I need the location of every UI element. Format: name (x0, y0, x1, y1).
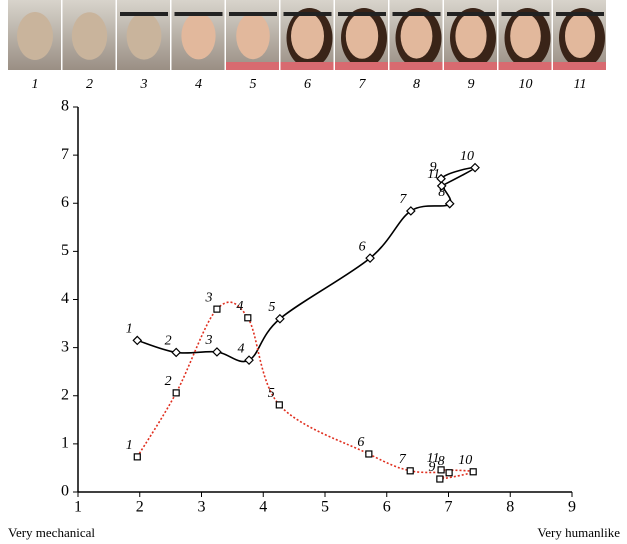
marker (133, 336, 141, 344)
series-line (137, 302, 473, 479)
point-label: 1 (126, 322, 133, 337)
photo-strip (8, 0, 606, 70)
headband (175, 12, 223, 16)
face (510, 14, 541, 58)
headband (447, 12, 495, 16)
headband (338, 12, 386, 16)
shirt (444, 62, 497, 70)
point-label: 5 (268, 386, 275, 401)
point-label: 3 (204, 333, 212, 348)
x-tick-label: 5 (321, 499, 329, 516)
point-label: 1 (126, 438, 133, 453)
marker (446, 200, 454, 208)
headband (120, 12, 168, 16)
headband (556, 12, 604, 16)
face (346, 13, 378, 59)
figure: Very mechanical Very humanlike 1 2 3 4 5 6 7 8 9… (0, 0, 627, 544)
headband (393, 12, 441, 16)
point-label: 7 (399, 192, 407, 207)
marker (173, 390, 179, 396)
face (127, 12, 162, 59)
point-label: 11 (427, 451, 440, 466)
image-label: 8 (413, 77, 420, 92)
y-tick-label: 8 (61, 98, 69, 115)
point-label: 4 (236, 299, 243, 314)
series-line (137, 167, 475, 361)
marker (214, 306, 220, 312)
headband (284, 12, 332, 16)
image-label: 9 (468, 77, 475, 92)
image-label: 7 (359, 77, 367, 92)
point-label: 5 (268, 300, 275, 315)
marker (366, 451, 372, 457)
image-label: 11 (574, 77, 587, 92)
image-label: 10 (519, 77, 533, 92)
page: Very mechanical Very humanlike 1 2 3 4 5 6 7 8 9… (0, 0, 627, 544)
marker (470, 469, 476, 475)
y-tick-label: 1 (61, 435, 69, 452)
marker (438, 467, 444, 473)
marker (134, 454, 140, 460)
shirt (226, 62, 279, 70)
y-tick-label: 2 (61, 386, 69, 403)
point-label: 7 (399, 452, 407, 467)
shirt (281, 62, 334, 70)
y-tick-label: 7 (61, 146, 69, 163)
point-label: 10 (460, 149, 474, 164)
point-label: 2 (165, 334, 172, 349)
face (565, 14, 595, 58)
face (455, 14, 486, 59)
image-label: 1 (32, 77, 39, 92)
y-tick-label: 6 (61, 194, 69, 211)
x-tick-label: 7 (445, 499, 453, 516)
face (236, 13, 270, 59)
image-label: 3 (140, 77, 148, 92)
face (401, 13, 433, 58)
marker (407, 468, 413, 474)
face (72, 12, 107, 60)
headband (502, 12, 550, 16)
x-tick-label: 3 (198, 499, 206, 516)
x-tick-label: 8 (506, 499, 514, 516)
point-label: 11 (427, 167, 440, 182)
x-label-left: Very mechanical (8, 525, 95, 540)
marker (245, 315, 251, 321)
marker (172, 348, 180, 356)
point-label: 6 (357, 435, 364, 450)
x-tick-label: 6 (383, 499, 391, 516)
point-label: 3 (204, 290, 212, 305)
point-label: 4 (238, 341, 245, 356)
shirt (499, 62, 552, 70)
shirt (335, 62, 388, 70)
x-tick-label: 2 (136, 499, 144, 516)
point-label: 2 (165, 374, 172, 389)
y-tick-label: 4 (61, 290, 69, 307)
x-tick-label: 4 (259, 499, 267, 516)
point-label: 6 (359, 239, 366, 254)
point-label: 10 (458, 453, 472, 468)
y-tick-label: 5 (61, 242, 69, 259)
face (181, 13, 215, 60)
marker (446, 470, 452, 476)
face (17, 12, 53, 60)
y-tick-label: 0 (61, 483, 69, 500)
shirt (390, 62, 443, 70)
image-label: 5 (250, 77, 257, 92)
marker (471, 164, 479, 172)
headband (229, 12, 277, 16)
x-label-right: Very humanlike (537, 525, 620, 540)
x-tick-label: 1 (74, 499, 82, 516)
marker (437, 476, 443, 482)
image-label: 6 (304, 77, 311, 92)
image-label: 2 (86, 77, 93, 92)
x-tick-label: 9 (568, 499, 576, 516)
y-tick-label: 3 (61, 338, 69, 355)
marker (213, 348, 221, 356)
image-label: 4 (195, 77, 202, 92)
shirt (553, 62, 606, 70)
marker (276, 402, 282, 408)
face (291, 13, 324, 59)
